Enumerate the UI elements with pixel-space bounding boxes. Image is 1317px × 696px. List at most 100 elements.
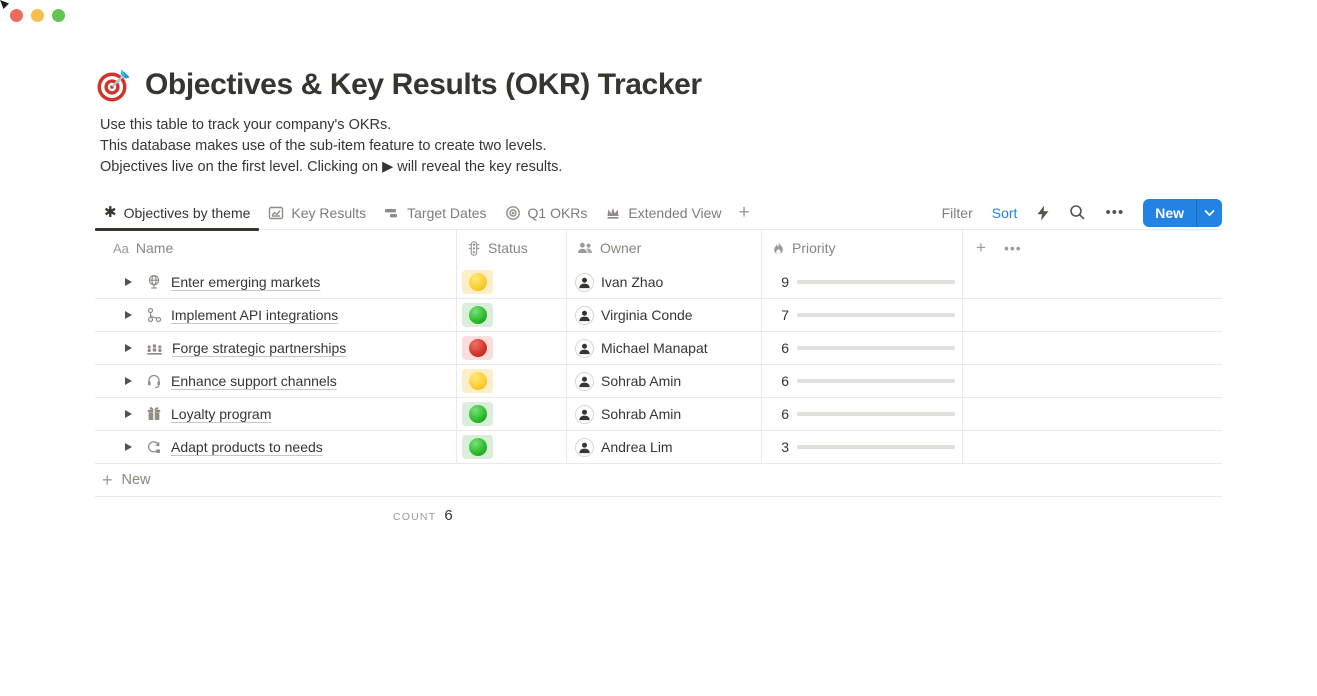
flame-icon	[772, 241, 785, 256]
chart-view-icon	[268, 205, 284, 221]
table-more-icon[interactable]: •••	[1003, 240, 1022, 256]
expand-toggle-icon[interactable]	[125, 344, 132, 352]
new-button[interactable]: New	[1143, 198, 1222, 227]
people-icon	[577, 241, 593, 255]
expand-toggle-icon[interactable]	[125, 443, 132, 451]
priority-progress-bar	[797, 378, 955, 384]
expand-toggle-icon[interactable]	[125, 377, 132, 385]
owner-name[interactable]: Virginia Conde	[601, 307, 693, 323]
owner-avatar	[575, 272, 594, 292]
plus-icon: +	[102, 469, 113, 490]
status-chip[interactable]	[462, 303, 493, 327]
column-header-status[interactable]: Status	[457, 230, 567, 266]
add-column-button[interactable]: +	[976, 238, 986, 257]
table-row[interactable]: Implement API integrations Virginia Cond…	[95, 299, 1222, 332]
chevron-down-icon[interactable]	[1196, 198, 1222, 227]
tab-label: Target Dates	[407, 204, 487, 221]
traffic-light-icon	[467, 240, 481, 256]
description-line: Objectives live on the first level. Clic…	[100, 159, 563, 175]
table-header: Aa Name Status	[95, 230, 1222, 266]
asterisk-view-icon: ✱	[104, 204, 117, 221]
table-body: Enter emerging markets Ivan Zhao 9	[95, 266, 1222, 464]
target-view-icon	[505, 205, 521, 221]
column-label: Priority	[792, 240, 836, 256]
table-row[interactable]: Loyalty program Sohrab Amin 6	[95, 398, 1222, 431]
new-button-label[interactable]: New	[1155, 204, 1184, 221]
more-options-icon[interactable]: •••	[1105, 204, 1125, 221]
owner-avatar	[575, 404, 594, 424]
gift-icon	[146, 406, 162, 422]
people-meeting-icon	[146, 341, 163, 356]
owner-avatar	[575, 437, 594, 457]
status-circle-icon	[468, 405, 487, 423]
page-description: Use this table to track your company's O…	[100, 115, 562, 178]
owner-name[interactable]: Michael Manapat	[601, 340, 708, 356]
status-chip[interactable]	[462, 402, 493, 426]
objective-title[interactable]: Loyalty program	[171, 406, 272, 422]
priority-value[interactable]: 6	[781, 373, 789, 389]
column-header-extra: + •••	[963, 230, 1222, 266]
status-chip[interactable]	[462, 336, 493, 360]
expand-toggle-icon[interactable]	[125, 410, 132, 418]
column-label: Owner	[600, 240, 642, 256]
owner-avatar	[575, 338, 594, 358]
objective-title[interactable]: Enter emerging markets	[171, 274, 321, 290]
expand-toggle-icon[interactable]	[125, 311, 132, 319]
tab-label: Key Results	[291, 204, 367, 221]
minimize-window-button[interactable]	[31, 9, 44, 22]
owner-avatar	[575, 371, 594, 391]
desk-globe-icon	[146, 274, 162, 290]
objective-title[interactable]: Forge strategic partnerships	[172, 340, 347, 356]
tab-objectives-by-theme[interactable]: ✱ Objectives by theme	[95, 196, 260, 231]
objective-title[interactable]: Adapt products to needs	[171, 439, 323, 455]
status-circle-icon	[468, 306, 487, 324]
tab-q1-okrs[interactable]: Q1 OKRs	[496, 196, 597, 230]
add-view-button[interactable]: +	[738, 201, 750, 223]
priority-value[interactable]: 6	[781, 340, 789, 356]
zoom-window-button[interactable]	[52, 9, 65, 22]
column-header-priority[interactable]: Priority	[762, 230, 963, 266]
column-header-name[interactable]: Aa Name	[95, 230, 457, 266]
table-footer-count[interactable]: COUNT 6	[393, 507, 453, 524]
priority-value[interactable]: 9	[781, 274, 789, 290]
status-circle-icon	[468, 372, 487, 390]
objective-title[interactable]: Implement API integrations	[171, 307, 339, 323]
close-window-button[interactable]	[10, 9, 23, 22]
owner-name[interactable]: Andrea Lim	[601, 439, 673, 455]
status-chip[interactable]	[462, 270, 493, 294]
priority-value[interactable]: 7	[781, 307, 789, 323]
table-row[interactable]: Forge strategic partnerships Michael Man…	[95, 332, 1222, 365]
tab-label: Objectives by theme	[123, 204, 251, 221]
table-row[interactable]: Enhance support channels Sohrab Amin 6	[95, 365, 1222, 398]
status-chip[interactable]	[462, 369, 493, 393]
priority-progress-bar	[797, 312, 955, 318]
owner-name[interactable]: Sohrab Amin	[601, 406, 682, 422]
sort-button[interactable]: Sort	[991, 204, 1018, 221]
column-label: Name	[135, 240, 174, 256]
new-row-button[interactable]: + New	[95, 464, 1222, 497]
owner-name[interactable]: Ivan Zhao	[601, 274, 664, 290]
search-icon[interactable]	[1069, 204, 1086, 221]
tab-label: Extended View	[628, 204, 722, 221]
objective-title[interactable]: Enhance support channels	[171, 373, 337, 389]
status-chip[interactable]	[462, 435, 493, 459]
priority-value[interactable]: 6	[781, 406, 789, 422]
table-row[interactable]: Adapt products to needs Andrea Lim 3	[95, 431, 1222, 464]
dartboard-direct-hit-icon	[95, 66, 133, 104]
owner-avatar	[575, 305, 594, 325]
description-line: Use this table to track your company's O…	[100, 117, 392, 133]
tab-extended-view[interactable]: Extended View	[596, 196, 730, 230]
table-row[interactable]: Enter emerging markets Ivan Zhao 9	[95, 266, 1222, 299]
owner-name[interactable]: Sohrab Amin	[601, 373, 682, 389]
lightning-icon[interactable]	[1036, 205, 1050, 221]
filter-button[interactable]: Filter	[941, 204, 973, 221]
tab-key-results[interactable]: Key Results	[259, 196, 375, 230]
status-circle-icon	[468, 438, 487, 456]
window-controls	[10, 9, 65, 22]
priority-value[interactable]: 3	[781, 439, 789, 455]
workflow-branch-icon	[146, 307, 162, 323]
column-header-owner[interactable]: Owner	[567, 230, 762, 266]
expand-toggle-icon[interactable]	[125, 278, 132, 286]
tab-target-dates[interactable]: Target Dates	[375, 196, 495, 230]
